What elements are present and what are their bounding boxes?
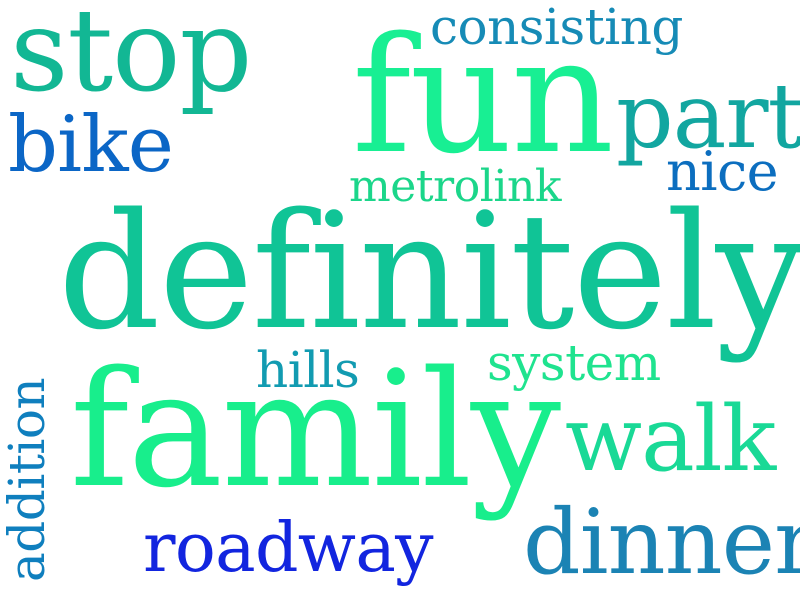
word-stop: stop — [10, 0, 253, 117]
word-nice: nice — [666, 140, 779, 203]
word-hills: hills — [256, 341, 360, 399]
word-part: part — [616, 64, 800, 169]
word-bike: bike — [8, 100, 174, 190]
word-fun: fun — [352, 2, 614, 189]
word-system: system — [487, 334, 661, 392]
word-dinner: dinner — [523, 490, 800, 595]
word-family: family — [70, 336, 561, 523]
word-consisting: consisting — [430, 0, 683, 56]
word-walk: walk — [565, 387, 776, 492]
word-definitely: definitely — [58, 178, 800, 365]
word-roadway: roadway — [143, 509, 434, 588]
word-addition: addition — [0, 377, 56, 582]
word-metrolink: metrolink — [349, 161, 562, 212]
